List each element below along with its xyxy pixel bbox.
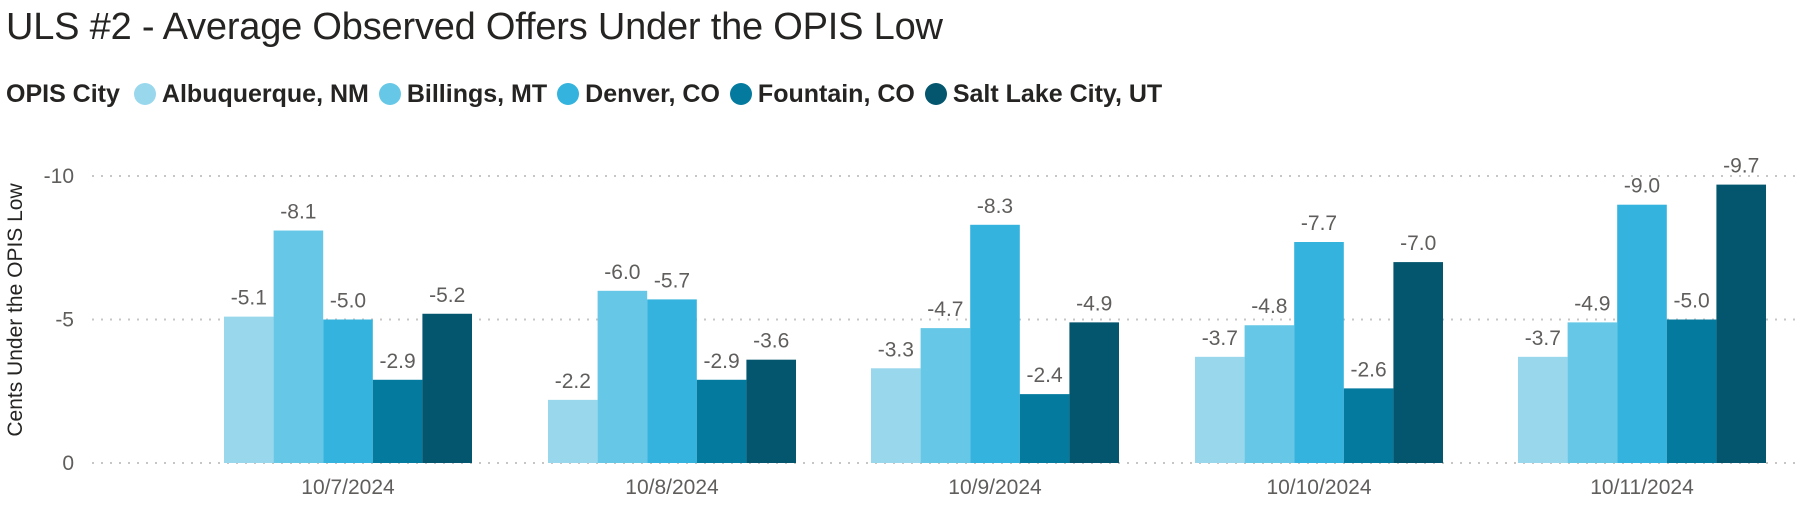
bar[interactable] (871, 368, 921, 463)
data-label: -8.3 (977, 195, 1013, 218)
legend-label: Fountain, CO (757, 79, 915, 108)
legend-label: Billings, MT (406, 79, 548, 108)
bar[interactable] (1195, 356, 1245, 463)
data-label: -6.0 (604, 261, 640, 284)
bar[interactable] (1244, 325, 1295, 463)
legend-item-fountain[interactable]: Fountain, CO (729, 79, 915, 109)
data-label: -3.7 (1525, 327, 1561, 350)
bar[interactable] (746, 359, 796, 463)
legend: OPIS City Albuquerque, NM Billings, MT D… (6, 78, 1172, 110)
data-label: -3.7 (1202, 327, 1238, 350)
legend-item-billings[interactable]: Billings, MT (378, 79, 548, 109)
legend-item-denver[interactable]: Denver, CO (557, 80, 720, 109)
legend-dot-icon (133, 83, 156, 105)
y-tick-label: -10 (44, 165, 74, 188)
legend-dot-icon (924, 83, 947, 105)
data-label: -5.0 (330, 290, 366, 313)
bar[interactable] (1069, 322, 1119, 463)
y-tick-label: -5 (55, 309, 74, 332)
x-tick-label: 10/10/2024 (1266, 476, 1371, 499)
y-tick-label: 0 (62, 452, 74, 475)
legend-item-albuquerque[interactable]: Albuquerque, NM (133, 79, 369, 109)
data-label: -2.4 (1027, 364, 1064, 387)
legend-label: Denver, CO (585, 79, 720, 108)
x-tick-label: 10/7/2024 (301, 476, 395, 499)
bar[interactable] (647, 299, 697, 463)
x-tick-label: 10/11/2024 (1590, 476, 1694, 499)
data-label: -5.0 (1674, 290, 1710, 313)
bar[interactable] (1567, 322, 1618, 463)
data-label: -2.2 (555, 370, 591, 393)
bar[interactable] (372, 379, 423, 463)
bar[interactable] (920, 328, 971, 463)
bar[interactable] (970, 224, 1020, 463)
chart-title: ULS #2 - Average Observed Offers Under t… (6, 6, 943, 48)
x-tick-label: 10/9/2024 (948, 476, 1042, 499)
data-label: -4.7 (927, 298, 963, 321)
data-label: -7.7 (1301, 212, 1337, 235)
bar[interactable] (323, 319, 373, 464)
data-label: -5.1 (231, 287, 267, 310)
bar[interactable] (1518, 356, 1568, 463)
data-label: -5.2 (429, 284, 465, 307)
bar[interactable] (224, 316, 274, 463)
data-label: -9.7 (1723, 155, 1759, 178)
data-label: -2.9 (704, 350, 740, 373)
bar[interactable] (1294, 242, 1344, 463)
legend-label: Albuquerque, NM (161, 79, 369, 108)
data-label: -2.9 (380, 350, 416, 373)
legend-dot-icon (729, 83, 752, 105)
legend-label: Salt Lake City, UT (952, 79, 1163, 108)
bar[interactable] (597, 290, 648, 463)
data-label: -4.9 (1076, 292, 1112, 315)
data-label: -4.9 (1574, 292, 1610, 315)
bar[interactable] (273, 230, 324, 463)
y-axis-label: Cents Under the OPIS Low (4, 183, 27, 437)
data-label: -4.8 (1251, 295, 1287, 318)
data-label: -9.0 (1624, 175, 1660, 198)
bar[interactable] (1343, 388, 1394, 463)
legend-dot-icon (557, 83, 580, 105)
data-label: -3.6 (753, 330, 789, 353)
x-tick-label: 10/8/2024 (625, 476, 719, 499)
bar[interactable] (1716, 184, 1766, 464)
legend-dot-icon (378, 83, 401, 105)
bar[interactable] (1019, 394, 1070, 463)
bar[interactable] (1617, 204, 1667, 463)
legend-title: OPIS City (6, 79, 120, 108)
data-label: -5.7 (654, 269, 690, 292)
data-label: -8.1 (280, 201, 316, 224)
bar[interactable] (548, 399, 598, 463)
bar[interactable] (696, 379, 747, 463)
data-label: -3.3 (878, 338, 914, 361)
bar[interactable] (422, 313, 472, 463)
bar[interactable] (1393, 262, 1443, 463)
data-label: -2.6 (1351, 358, 1387, 381)
data-label: -7.0 (1400, 232, 1436, 255)
legend-item-salt-lake-city[interactable]: Salt Lake City, UT (924, 79, 1163, 109)
bar[interactable] (1666, 319, 1717, 464)
